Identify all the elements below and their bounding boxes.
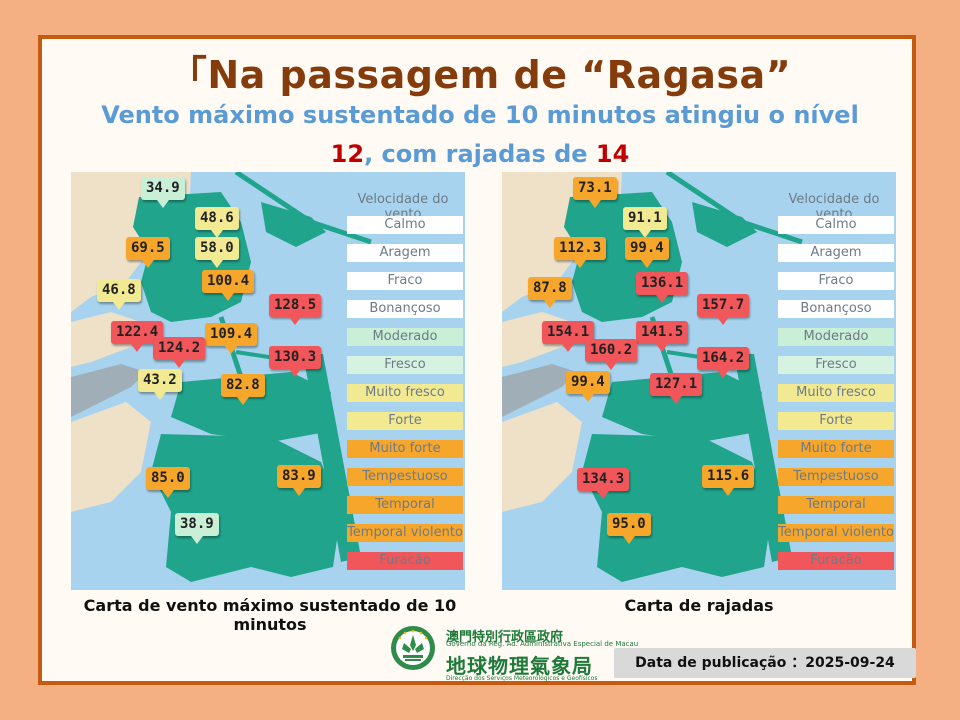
legend-item-fresco: Fresco	[347, 356, 463, 374]
legend-item-aragem: Aragem	[778, 244, 894, 262]
legend-item-fresco: Fresco	[778, 356, 894, 374]
station-marker: 87.8	[528, 277, 572, 308]
station-marker: 154.1	[542, 321, 595, 352]
subtitle-line-1: Vento máximo sustentado de 10 minutos at…	[101, 101, 859, 129]
legend-item-moderado: Moderado	[778, 328, 894, 346]
map1-caption: Carta de vento máximo sustentado de 10 m…	[83, 596, 457, 634]
legend-item-forte: Forte	[778, 412, 894, 430]
station-marker: 157.7	[697, 294, 750, 325]
map2-caption: Carta de rajadas	[624, 596, 774, 615]
legend-item-bonancoso: Bonançoso	[778, 300, 894, 318]
station-marker: 122.4	[111, 321, 164, 352]
station-marker: 58.0	[195, 237, 239, 268]
station-marker: 85.0	[146, 467, 190, 498]
publication-label: Data de publicação ：	[635, 655, 806, 671]
legend-item-calmo: Calmo	[778, 216, 894, 234]
gov-name-chinese: 澳門特別行政區政府	[446, 630, 564, 645]
station-marker: 99.4	[625, 237, 669, 268]
station-marker: 115.6	[702, 465, 755, 496]
legend-item-furacao: Furacão	[778, 552, 894, 570]
station-marker: 46.8	[97, 279, 141, 310]
legend-item-tempestuoso: Tempestuoso	[347, 468, 463, 486]
station-marker: 100.4	[202, 270, 255, 301]
station-marker: 43.2	[138, 369, 182, 400]
station-marker: 83.9	[277, 465, 321, 496]
publication-date-box: Data de publicação ：2025-09-24	[614, 648, 916, 678]
legend-item-muito-fresco: Muito fresco	[778, 384, 894, 402]
legend-item-temporal: Temporal	[347, 496, 463, 514]
legend-item-temporal: Temporal	[778, 496, 894, 514]
legend-item-aragem: Aragem	[347, 244, 463, 262]
legend-item-tempestuoso: Tempestuoso	[778, 468, 894, 486]
station-marker: 109.4	[205, 323, 258, 354]
macau-emblem-logo	[391, 626, 435, 670]
agency-name-portuguese: Direcção dos Serviços Meteorológicos e G…	[446, 675, 598, 682]
station-marker: 48.6	[195, 207, 239, 238]
gust-level: 14	[595, 140, 630, 168]
station-marker: 124.2	[153, 337, 206, 368]
station-marker: 95.0	[607, 513, 651, 544]
station-marker: 127.1	[650, 373, 703, 404]
station-marker: 38.9	[175, 513, 219, 544]
legend-item-bonancoso: Bonançoso	[347, 300, 463, 318]
page-title: 「Na passagem de “Ragasa”	[168, 53, 792, 97]
station-marker: 99.4	[566, 371, 610, 402]
gust-map: Velocidade do vento Calmo Aragem Fraco B…	[502, 172, 896, 590]
gov-name-portuguese: Governo da Reg. Ad. Administrativa Espec…	[446, 640, 639, 648]
legend-item-furacao: Furacão	[347, 552, 463, 570]
station-marker: 69.5	[126, 237, 170, 268]
legend-item-muito-forte: Muito forte	[347, 440, 463, 458]
station-marker: 82.8	[221, 374, 265, 405]
legend-item-muito-forte: Muito forte	[778, 440, 894, 458]
legend-item-calmo: Calmo	[347, 216, 463, 234]
station-marker: 164.2	[697, 347, 750, 378]
station-marker: 130.3	[269, 346, 322, 377]
station-marker: 91.1	[623, 207, 667, 238]
station-marker: 141.5	[636, 321, 689, 352]
subtitle-separator: , com rajadas de	[364, 140, 596, 168]
station-marker: 134.3	[577, 468, 630, 499]
legend-item-temporal-violento: Temporal violento	[347, 524, 463, 542]
station-marker: 34.9	[141, 177, 185, 208]
station-marker: 112.3	[554, 237, 607, 268]
subtitle-line-2: 12, com rajadas de 14	[0, 140, 960, 168]
agency-name-chinese: 地球物理氣象局	[446, 654, 593, 678]
wind-level: 12	[330, 140, 365, 168]
legend-item-temporal-violento: Temporal violento	[778, 524, 894, 542]
legend-item-moderado: Moderado	[347, 328, 463, 346]
map2-land	[502, 172, 803, 582]
station-marker: 73.1	[573, 177, 617, 208]
legend-item-muito-fresco: Muito fresco	[347, 384, 463, 402]
legend-item-fraco: Fraco	[778, 272, 894, 290]
station-marker: 160.2	[585, 339, 638, 370]
station-marker: 136.1	[636, 272, 689, 303]
station-marker: 128.5	[269, 294, 322, 325]
legend-item-forte: Forte	[347, 412, 463, 430]
sustained-wind-map: Velocidade do vento Calmo Aragem Fraco B…	[71, 172, 465, 590]
publication-date: 2025-09-24	[805, 655, 895, 671]
legend-item-fraco: Fraco	[347, 272, 463, 290]
